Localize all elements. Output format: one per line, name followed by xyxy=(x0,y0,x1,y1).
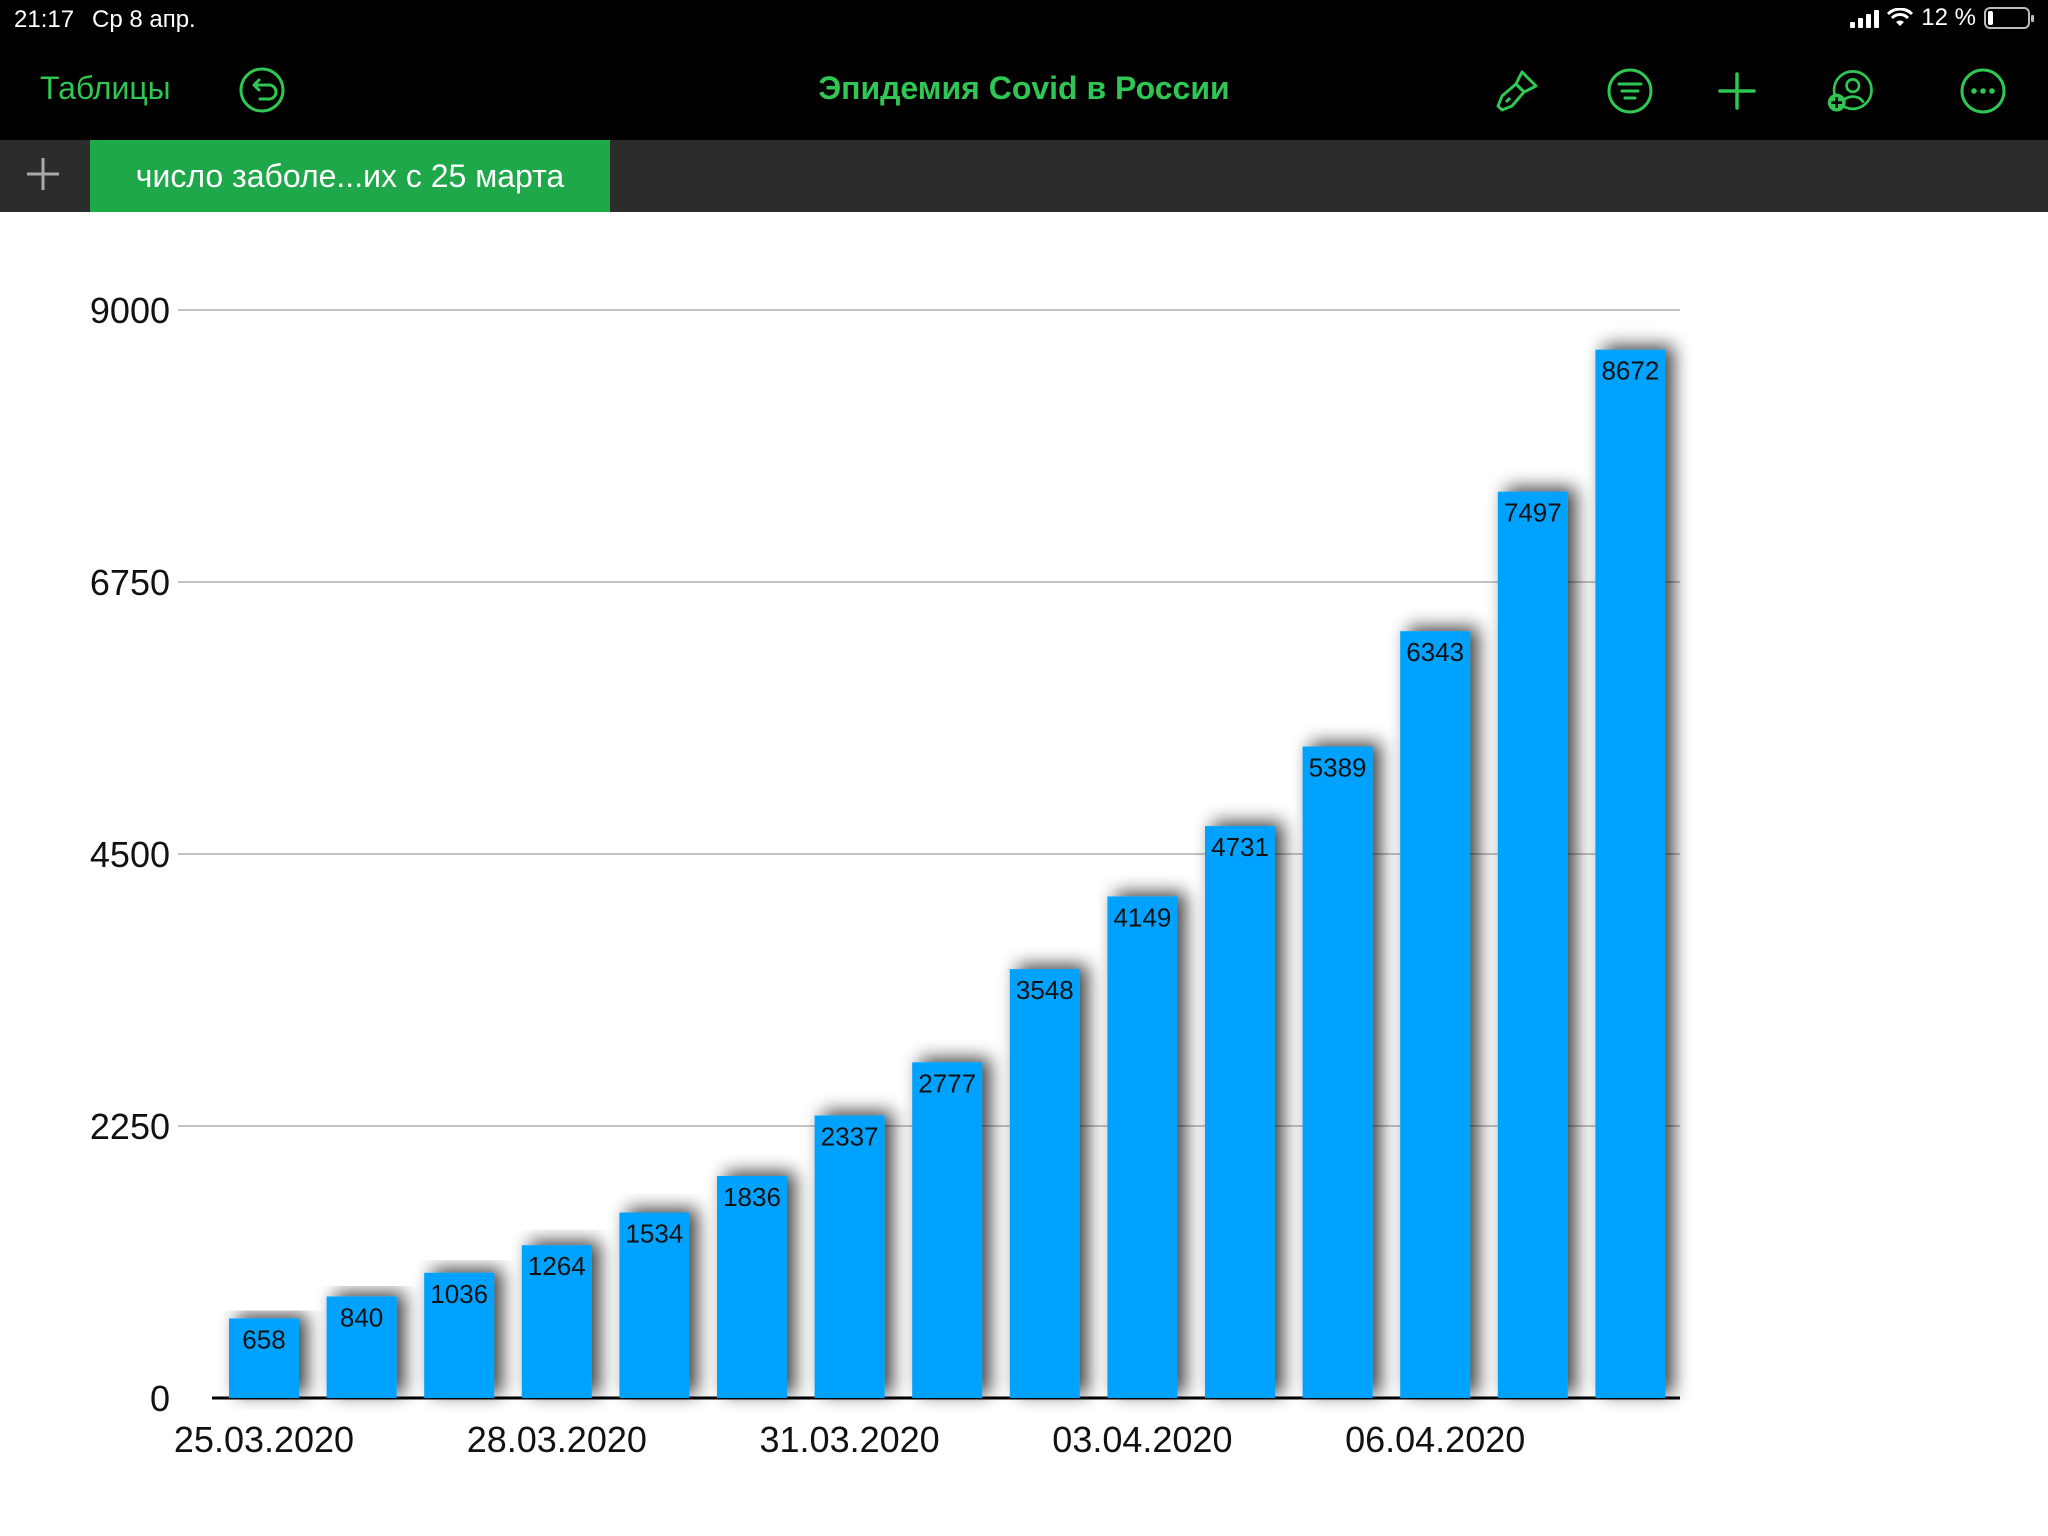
x-tick-label: 25.03.2020 xyxy=(174,1419,354,1460)
bar-data-label: 6343 xyxy=(1406,637,1464,667)
x-tick-label: 31.03.2020 xyxy=(760,1419,940,1460)
battery-level-fill xyxy=(1988,11,1993,25)
bar xyxy=(1205,826,1275,1398)
bar xyxy=(1400,631,1471,1398)
bar-data-label: 658 xyxy=(242,1324,285,1354)
bar-data-label: 4149 xyxy=(1113,902,1171,932)
undo-icon[interactable] xyxy=(238,66,286,114)
x-tick-label: 06.04.2020 xyxy=(1345,1419,1525,1460)
wifi-icon xyxy=(1887,8,1914,26)
bar-chart: 0 2250 4500 6750 9000 658 25.03.2020 840 1036 12… xyxy=(0,212,2048,1536)
bar xyxy=(717,1176,787,1398)
y-tick-label: 9000 xyxy=(90,290,170,331)
plus-icon xyxy=(27,158,59,190)
bar-data-label: 8672 xyxy=(1601,356,1659,386)
toolbar: Таблицы Эпидемия Covid в России xyxy=(0,40,2048,140)
x-tick-label: 03.04.2020 xyxy=(1052,1419,1232,1460)
bar xyxy=(1302,746,1373,1398)
bar-data-label: 4731 xyxy=(1211,832,1269,862)
bar xyxy=(229,1318,299,1398)
bar xyxy=(1595,349,1666,1398)
add-sheet-button[interactable] xyxy=(18,154,68,198)
y-tick-label: 6750 xyxy=(90,562,170,603)
bar xyxy=(912,1062,983,1398)
bar xyxy=(424,1272,495,1398)
bar xyxy=(619,1212,690,1398)
bar xyxy=(814,1115,885,1398)
more-options-icon[interactable] xyxy=(1958,66,2008,116)
sheet-tab-bar: число заболе...их с 25 марта xyxy=(0,140,2048,212)
format-brush-icon[interactable] xyxy=(1492,66,1542,116)
y-tick-label: 2250 xyxy=(90,1106,170,1147)
status-time: 21:17 xyxy=(14,6,75,33)
status-right: 12 % xyxy=(1850,4,2034,32)
status-date: Ср 8 апр. xyxy=(92,6,196,33)
bar xyxy=(1107,896,1178,1398)
back-to-spreadsheets-button[interactable]: Таблицы xyxy=(40,70,171,106)
y-tick-label: 0 xyxy=(150,1378,170,1419)
battery-icon xyxy=(1984,7,2034,29)
sheet-tab-active[interactable]: число заболе...их с 25 марта xyxy=(90,140,610,212)
bar xyxy=(1009,969,1080,1398)
bar-data-label: 1836 xyxy=(723,1182,781,1212)
filter-icon[interactable] xyxy=(1605,66,1655,116)
bar-data-label: 2777 xyxy=(918,1068,976,1098)
bar xyxy=(521,1245,592,1398)
bar-data-label: 7497 xyxy=(1504,498,1562,528)
bar-data-label: 1534 xyxy=(625,1219,683,1249)
add-icon[interactable] xyxy=(1712,66,1762,116)
y-tick-label: 4500 xyxy=(90,834,170,875)
bar-data-label: 840 xyxy=(340,1302,383,1332)
bar xyxy=(326,1296,397,1398)
status-bar: 21:17 Ср 8 апр. 12 % xyxy=(0,0,2048,40)
bar-data-label: 3548 xyxy=(1016,975,1074,1005)
bar-data-label: 5389 xyxy=(1309,753,1367,783)
bar-data-label: 1036 xyxy=(430,1279,488,1309)
bar-data-label: 1264 xyxy=(528,1251,586,1281)
document-title: Эпидемия Covid в России xyxy=(818,70,1230,106)
bar xyxy=(1497,491,1568,1398)
cellular-signal-icon xyxy=(1850,8,1880,28)
collaborate-icon[interactable] xyxy=(1826,66,1876,116)
x-tick-label: 28.03.2020 xyxy=(467,1419,647,1460)
bar-data-label: 2337 xyxy=(821,1121,879,1151)
battery-percent: 12 % xyxy=(1921,4,1976,31)
chart-svg: 0 2250 4500 6750 9000 658 25.03.2020 840 1036 12… xyxy=(90,290,1680,1460)
